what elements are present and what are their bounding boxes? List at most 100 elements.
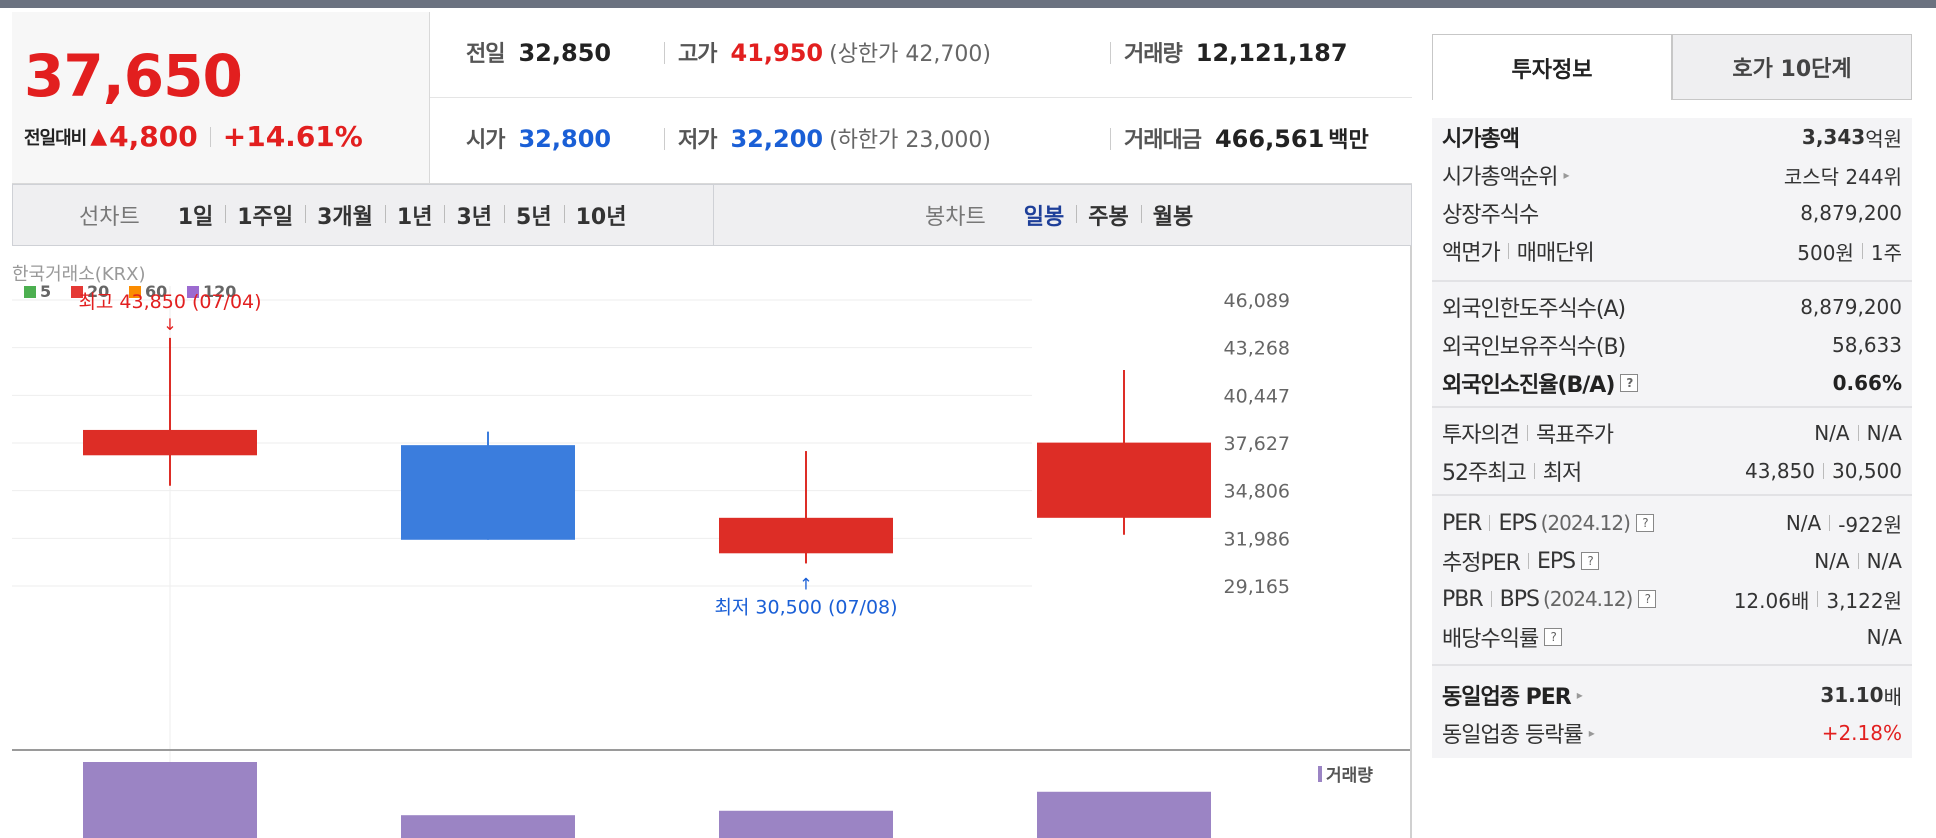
chevron-right-icon: ▸ <box>1563 168 1569 182</box>
quote-row: 전일 32,850 고가 41,950 (상한가 42,700) 거래량 12,… <box>430 12 1412 98</box>
help-icon[interactable]: ? <box>1620 374 1639 392</box>
change-row: 전일대비 ▲ 4,800 +14.61% <box>24 120 363 153</box>
est-per-value: N/A <box>1814 549 1850 573</box>
y-tick-label: 34,806 <box>1224 481 1290 503</box>
market-cap-row: 시가총액 3,343 억원 <box>1442 118 1902 156</box>
low-value: 32,200 <box>730 125 824 153</box>
legend-label: 5 <box>40 282 51 301</box>
market-cap-rank-row[interactable]: 시가총액순위 ▸ 코스닥 244위 <box>1442 156 1902 194</box>
dividend-label: 배당수익률 <box>1442 627 1539 652</box>
period-option[interactable]: 3개월 <box>305 199 385 231</box>
line-chart-title: 선차트 <box>79 205 140 230</box>
shares-value: 8,879,200 <box>1800 201 1902 225</box>
sector-section: 동일업종 PER ▸ 31.10 배 동일업종 등락률 ▸ +2.18% <box>1432 666 1912 758</box>
help-icon[interactable]: ? <box>1638 590 1657 608</box>
candle-option-monthly[interactable]: 월봉 <box>1140 199 1205 231</box>
est-per-label: 추정PER <box>1442 551 1521 576</box>
y-tick-label: 31,986 <box>1224 528 1290 550</box>
period-option[interactable]: 1일 <box>177 205 214 230</box>
tab-orderbook-10[interactable]: 호가 10단계 <box>1672 34 1912 100</box>
divider <box>1829 515 1831 531</box>
volume-bar <box>401 815 575 838</box>
y-tick-label: 46,089 <box>1224 290 1290 312</box>
market-cap-section: 시가총액 3,343 억원 시가총액순위 ▸ 코스닥 244위 상장주식수 8,87… <box>1432 118 1912 280</box>
pbr-bps-period: (2024.12) <box>1542 587 1633 611</box>
pbr-bps-row: PBR BPS (2024.12)? 12.06배 3,122원 <box>1442 580 1902 618</box>
opinion-row: 투자의견 목표주가 N/A N/A <box>1442 414 1902 452</box>
divider <box>1526 425 1528 441</box>
change-percent: +14.61% <box>222 120 363 153</box>
par-value: 500원 <box>1797 240 1854 265</box>
amount-value: 466,561 <box>1214 125 1325 153</box>
legend-swatch <box>24 286 36 298</box>
period-option[interactable]: 5년 <box>504 199 564 231</box>
target-price-label: 목표주가 <box>1535 423 1614 448</box>
foreign-hold-row: 외국인보유주식수(B) 58,633 <box>1442 326 1902 364</box>
candle-body <box>401 445 575 540</box>
dividend-row: 배당수익률? N/A <box>1442 618 1902 656</box>
period-option[interactable]: 10년 <box>563 199 639 231</box>
shares-row: 상장주식수 8,879,200 <box>1442 194 1902 232</box>
opinion-value-wrap: N/A N/A <box>1814 421 1902 445</box>
period-option[interactable]: 3년 <box>444 199 504 231</box>
dividend-label-wrap: 배당수익률? <box>1442 621 1563 653</box>
prev-close-label: 전일 <box>466 42 505 67</box>
market-cap-rank-label: 시가총액순위 <box>1442 165 1558 190</box>
foreign-ratio-value: 0.66% <box>1832 371 1902 395</box>
volume-bar <box>83 762 257 838</box>
sector-change-row[interactable]: 동일업종 등락률 ▸ +2.18% <box>1442 714 1902 752</box>
candle-chart-options: 봉차트 일봉 주봉 월봉 <box>925 185 1205 245</box>
high-label: 고가 <box>678 42 717 67</box>
help-icon[interactable]: ? <box>1581 552 1600 570</box>
low-annotation: 최저 30,500 (07/08) <box>714 596 897 618</box>
week52-low-value: 30,500 <box>1832 459 1902 483</box>
per-label: PER <box>1442 510 1482 536</box>
week52-high-value: 43,850 <box>1745 459 1816 483</box>
sector-per-unit: 배 <box>1883 684 1902 709</box>
period-option[interactable]: 1주일 <box>225 199 305 231</box>
open-label: 시가 <box>466 128 505 153</box>
ma-legend: 5 20 60 120 <box>24 282 236 301</box>
divider <box>1857 425 1859 441</box>
high-value: 41,950 <box>730 39 824 67</box>
candlestick-chart: 한국거래소(KRX) 5 20 60 120 46,089 43,268 40,447 37… <box>12 246 1412 838</box>
foreign-ratio-label: 외국인소진율(B/A) <box>1442 373 1615 398</box>
help-icon[interactable]: ? <box>1635 514 1654 532</box>
est-per-eps-value-wrap: N/A N/A <box>1814 549 1902 573</box>
help-icon[interactable]: ? <box>1544 628 1563 646</box>
sector-per-label-wrap: 동일업종 PER ▸ <box>1442 679 1583 711</box>
chart-svg: 한국거래소(KRX) 5 20 60 120 46,089 43,268 40,447 37… <box>12 246 1412 838</box>
candle-option-daily[interactable]: 일봉 <box>1023 205 1065 230</box>
period-option[interactable]: 1년 <box>384 199 445 231</box>
divider <box>1527 553 1529 569</box>
week52-high-label: 52주최고 <box>1442 461 1527 486</box>
sector-per-row[interactable]: 동일업종 PER ▸ 31.10 배 <box>1442 676 1902 714</box>
eps-value: -922원 <box>1838 512 1902 537</box>
divider <box>209 126 211 147</box>
candle-option-weekly[interactable]: 주봉 <box>1076 199 1140 231</box>
foreign-section: 외국인한도주식수(A) 8,879,200 외국인보유주식수(B) 58,633… <box>1432 282 1912 406</box>
per-eps-label-wrap: PER EPS (2024.12)? <box>1442 511 1654 536</box>
est-per-eps-label-wrap: 추정PER EPS? <box>1442 545 1600 577</box>
lower-limit: (하한가 23,000) <box>829 128 991 153</box>
legend-label: 120 <box>203 282 236 301</box>
legend-label: 60 <box>145 282 167 301</box>
high-price: 고가 41,950 (상한가 42,700) <box>678 36 991 68</box>
tab-investment-info[interactable]: 투자정보 <box>1432 34 1672 100</box>
quote-table: 전일 32,850 고가 41,950 (상한가 42,700) 거래량 12,… <box>430 12 1412 184</box>
per-value: N/A <box>1785 511 1822 535</box>
week52-value-wrap: 43,850 30,500 <box>1745 459 1902 483</box>
divider <box>1861 243 1863 259</box>
down-arrow-icon: ↓ <box>163 315 176 334</box>
dividend-value: N/A <box>1866 625 1902 649</box>
divider <box>1110 42 1111 64</box>
market-cap-rank-label-wrap: 시가총액순위 ▸ <box>1442 159 1569 191</box>
divider <box>1533 463 1535 479</box>
y-tick-label: 29,165 <box>1224 576 1290 598</box>
volume-value: 12,121,187 <box>1195 39 1348 67</box>
y-tick-label: 37,627 <box>1224 433 1290 455</box>
market-cap-unit: 억원 <box>1865 126 1902 151</box>
prev-close: 전일 32,850 <box>466 36 611 68</box>
chevron-right-icon: ▸ <box>1588 726 1595 740</box>
volume-bar <box>719 810 893 838</box>
